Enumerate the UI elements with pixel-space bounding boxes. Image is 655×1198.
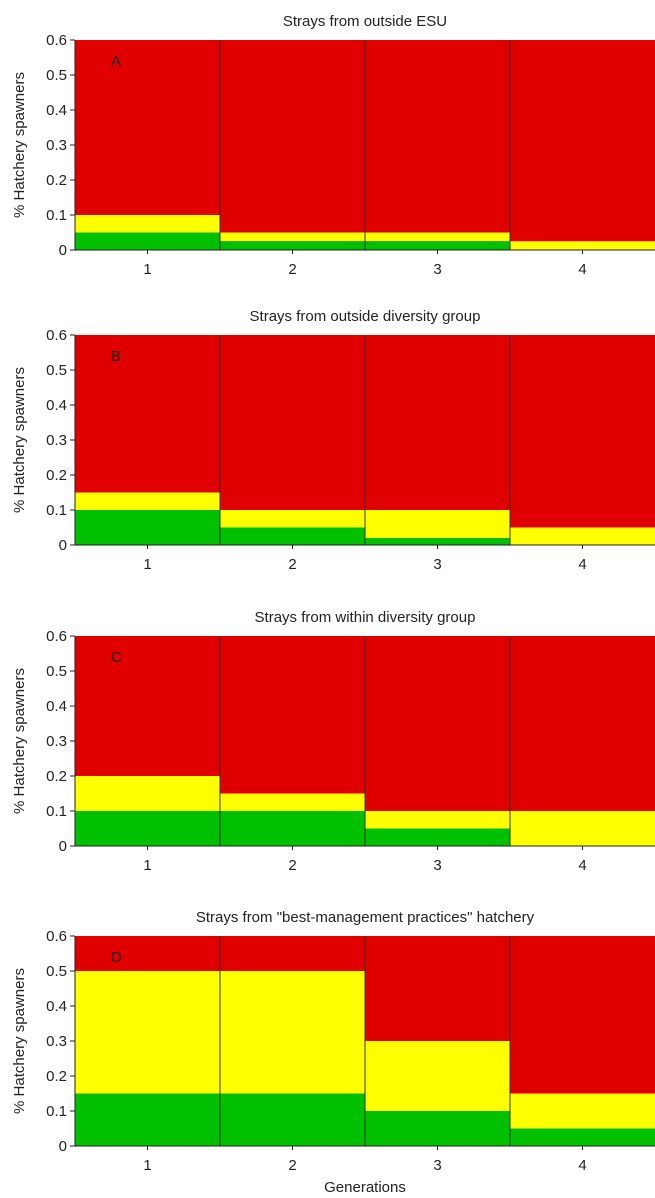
panel-title: Strays from "best-management practices" … (196, 909, 535, 926)
x-tick-label: 1 (143, 261, 151, 278)
green-zone-bar (220, 241, 365, 250)
x-tick-label: 4 (578, 261, 586, 278)
red-zone-bar (365, 40, 510, 250)
yellow-zone-bar (220, 510, 365, 528)
yellow-zone-bar (75, 776, 220, 811)
x-axis-label: Generations (324, 1179, 406, 1196)
y-tick-label: 0 (59, 537, 67, 554)
panel-letter: D (111, 949, 122, 966)
yellow-zone-bar (365, 232, 510, 242)
green-zone-bar (75, 232, 220, 250)
y-tick-label: 0.6 (46, 628, 67, 645)
green-zone-bar (220, 1093, 365, 1146)
yellow-zone-bar (365, 510, 510, 538)
y-tick-label: 0.4 (46, 102, 67, 119)
green-zone-bar (365, 538, 510, 545)
x-tick-label: 1 (143, 556, 151, 573)
green-zone-bar (365, 1111, 510, 1146)
x-tick-label: 2 (288, 556, 296, 573)
y-axis-label: % Hatchery spawners (11, 968, 28, 1114)
panel-title: Strays from within diversity group (255, 609, 476, 626)
green-zone-bar (75, 510, 220, 545)
yellow-zone-bar (365, 1041, 510, 1111)
y-axis-label: % Hatchery spawners (11, 668, 28, 814)
y-tick-label: 0.5 (46, 67, 67, 84)
green-zone-bar (220, 527, 365, 545)
green-zone-bar (510, 1128, 655, 1146)
y-tick-label: 0.6 (46, 32, 67, 49)
y-axis-label: % Hatchery spawners (11, 72, 28, 218)
panel-letter: B (111, 348, 121, 365)
panel-letter: C (111, 649, 122, 666)
y-tick-label: 0.3 (46, 432, 67, 449)
green-zone-bar (220, 811, 365, 846)
y-tick-label: 0.3 (46, 137, 67, 154)
x-tick-label: 1 (143, 857, 151, 874)
y-tick-label: 0.3 (46, 733, 67, 750)
x-tick-label: 2 (288, 1157, 296, 1174)
panel-letter: A (111, 53, 121, 70)
yellow-zone-bar (220, 232, 365, 242)
yellow-zone-bar (510, 811, 655, 846)
yellow-zone-bar (510, 241, 655, 250)
x-tick-label: 1 (143, 1157, 151, 1174)
green-zone-bar (75, 1093, 220, 1146)
x-tick-label: 2 (288, 857, 296, 874)
panel-title: Strays from outside ESU (283, 13, 447, 30)
yellow-zone-bar (510, 527, 655, 545)
y-tick-label: 0.5 (46, 963, 67, 980)
y-tick-label: 0.6 (46, 327, 67, 344)
y-tick-label: 0 (59, 1138, 67, 1155)
y-tick-label: 0.6 (46, 928, 67, 945)
yellow-zone-bar (75, 971, 220, 1094)
y-tick-label: 0.5 (46, 663, 67, 680)
x-tick-label: 4 (578, 857, 586, 874)
y-tick-label: 0.4 (46, 397, 67, 414)
x-tick-label: 4 (578, 556, 586, 573)
green-zone-bar (365, 828, 510, 846)
y-tick-label: 0.2 (46, 1068, 67, 1085)
x-tick-label: 2 (288, 261, 296, 278)
y-tick-label: 0.3 (46, 1033, 67, 1050)
x-tick-label: 3 (433, 857, 441, 874)
y-tick-label: 0 (59, 838, 67, 855)
yellow-zone-bar (220, 793, 365, 811)
y-tick-label: 0.5 (46, 362, 67, 379)
y-tick-label: 0.2 (46, 768, 67, 785)
y-tick-label: 0.1 (46, 1103, 67, 1120)
x-tick-label: 3 (433, 1157, 441, 1174)
red-zone-bar (510, 335, 655, 545)
y-tick-label: 0 (59, 242, 67, 259)
y-tick-label: 0.2 (46, 172, 67, 189)
y-tick-label: 0.1 (46, 207, 67, 224)
y-tick-label: 0.2 (46, 467, 67, 484)
yellow-zone-bar (75, 215, 220, 233)
yellow-zone-bar (75, 492, 220, 510)
y-tick-label: 0.1 (46, 502, 67, 519)
yellow-zone-bar (365, 811, 510, 829)
y-tick-label: 0.4 (46, 998, 67, 1015)
y-axis-label: % Hatchery spawners (11, 367, 28, 513)
y-tick-label: 0.4 (46, 698, 67, 715)
panel-title: Strays from outside diversity group (250, 308, 481, 325)
yellow-zone-bar (510, 1093, 655, 1129)
red-zone-bar (510, 40, 655, 250)
green-zone-bar (365, 241, 510, 250)
yellow-zone-bar (220, 971, 365, 1094)
x-tick-label: 4 (578, 1157, 586, 1174)
red-zone-bar (220, 40, 365, 250)
y-tick-label: 0.1 (46, 803, 67, 820)
x-tick-label: 3 (433, 261, 441, 278)
green-zone-bar (75, 811, 220, 846)
x-tick-label: 3 (433, 556, 441, 573)
